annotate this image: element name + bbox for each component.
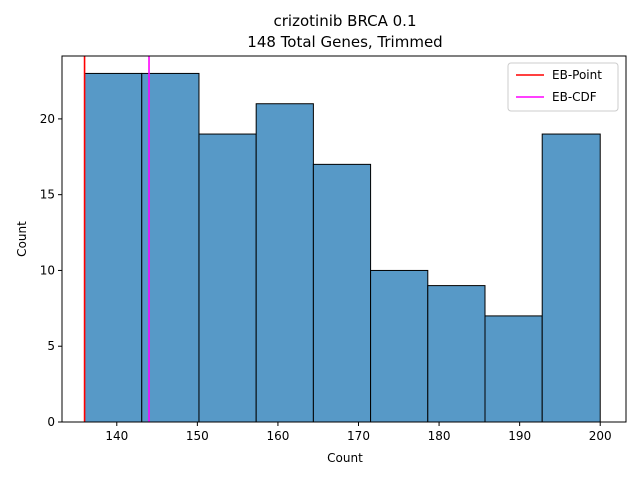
y-axis-label: Count — [15, 221, 29, 257]
histogram-bar — [484, 315, 543, 423]
y-tick-label: 20 — [40, 112, 55, 126]
x-tick-label: 190 — [508, 429, 531, 443]
chart-subtitle: 148 Total Genes, Trimmed — [247, 33, 442, 51]
axes-layer: 140 150 160 170 180 190 200 0 5 10 15 20 — [40, 55, 627, 443]
reference-lines-layer — [83, 56, 150, 422]
y-tick-label: 15 — [40, 188, 55, 202]
chart-title: crizotinib BRCA 0.1 — [274, 12, 417, 30]
histogram-bar — [255, 103, 314, 423]
x-tick-label: 200 — [589, 429, 612, 443]
histogram-bar — [370, 269, 429, 423]
histogram-bar — [198, 133, 257, 423]
plot-frame — [61, 55, 627, 423]
histogram-bar — [312, 163, 372, 423]
histogram-bar — [541, 133, 601, 423]
x-tick-label: 180 — [428, 429, 451, 443]
legend-label: EB-Point — [552, 68, 602, 82]
x-tick-label: 140 — [105, 429, 128, 443]
legend-label: EB-CDF — [552, 90, 597, 104]
x-tick-label: 160 — [266, 429, 289, 443]
histogram-bar — [84, 72, 143, 423]
histogram-bar — [427, 285, 486, 423]
x-tick-label: 170 — [347, 429, 370, 443]
y-tick-label: 0 — [47, 415, 55, 429]
y-tick-label: 5 — [47, 339, 55, 353]
histogram-bar — [141, 72, 200, 423]
x-axis-label: Count — [327, 451, 363, 465]
bars-layer — [84, 72, 601, 423]
legend: EB-Point EB-CDF — [507, 62, 619, 112]
x-tick-label: 150 — [186, 429, 209, 443]
y-tick-label: 10 — [40, 263, 55, 277]
